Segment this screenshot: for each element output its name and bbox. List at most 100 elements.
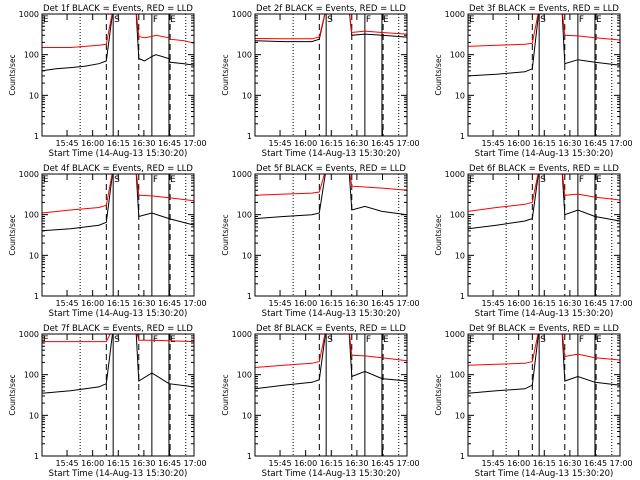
x-tick-label: 17:00 [184,299,207,308]
x-tick-label: 16:15 [107,299,130,308]
x-axis-label: Start Time (14-Aug-13 15:30:20) [262,309,401,319]
chart-title: Det 3f BLACK = Events, RED = LLD [469,4,619,14]
chart-title: Det 4f BLACK = Events, RED = LLD [43,164,193,174]
series-line [42,14,194,72]
x-tick-label: 16:00 [507,139,530,148]
x-tick-label: 16:00 [81,299,104,308]
chart-panel: E S F E 1 10 100 1000 15:45 16:00 16:15 16:30 16:45 1… [426,160,639,320]
event-marker-label: E [469,335,475,345]
x-tick-label: 16:00 [294,299,317,308]
x-tick-label: 17:00 [610,139,633,148]
series-line [468,174,620,230]
event-marker-label: F [579,175,584,185]
y-axis-label: Counts/sec [434,374,443,415]
series-line [468,334,620,366]
y-tick-label: 1 [460,132,465,141]
x-tick-label: 17:00 [397,459,420,468]
event-marker-label: E [596,335,602,345]
event-marker-label: S [327,15,333,25]
y-tick-label: 1000 [445,170,465,179]
x-tick-label: 17:00 [397,299,420,308]
series-line [468,14,620,47]
plot-frame [41,13,195,137]
x-tick-label: 16:45 [371,139,394,148]
chart-title: Det 2f BLACK = Events, RED = LLD [256,4,406,14]
y-tick-label: 1000 [19,170,39,179]
x-axis-label: Start Time (14-Aug-13 15:30:20) [475,309,614,319]
y-tick-label: 1000 [232,330,252,339]
x-tick-label: 17:00 [184,139,207,148]
x-tick-label: 17:00 [610,299,633,308]
chart-panel: E S F E 1 10 100 1000 15:45 16:00 16:15 16:30 16:45 1… [426,320,639,480]
y-tick-label: 10 [455,251,465,260]
x-tick-label: 15:45 [56,299,79,308]
plot-frame [41,173,195,297]
x-tick-label: 17:00 [397,139,420,148]
y-tick-label: 1000 [445,10,465,19]
plot-frame [254,173,408,297]
series-line [255,174,407,196]
y-tick-label: 1 [460,292,465,301]
x-tick-label: 16:45 [371,459,394,468]
x-tick-label: 16:15 [107,459,130,468]
series-line [468,334,620,394]
event-marker-label: S [540,15,546,25]
event-marker-label: S [114,15,120,25]
x-tick-label: 16:00 [294,139,317,148]
y-tick-label: 10 [242,251,252,260]
event-marker-label: E [170,15,176,25]
y-tick-label: 1 [34,292,39,301]
x-tick-label: 16:45 [584,139,607,148]
event-marker-label: F [579,335,584,345]
x-tick-label: 16:30 [558,139,581,148]
y-tick-label: 1 [34,452,39,461]
series-line [42,174,194,214]
event-marker-label: F [366,15,371,25]
event-marker-label: F [153,15,158,25]
x-tick-label: 16:15 [320,299,343,308]
x-tick-label: 17:00 [184,459,207,468]
x-tick-label: 16:15 [533,139,556,148]
chart-panel: E S F E 1 10 100 1000 15:45 16:00 16:15 16:30 16:45 1… [426,0,639,160]
y-tick-label: 100 [24,211,39,220]
event-marker-label: E [383,15,389,25]
y-tick-label: 1 [460,452,465,461]
plot-frame [41,333,195,457]
y-axis-label: Counts/sec [8,54,17,95]
x-tick-label: 15:45 [482,299,505,308]
x-tick-label: 16:00 [507,299,530,308]
event-marker-label: S [540,335,546,345]
chart-title: Det 7f BLACK = Events, RED = LLD [43,324,193,334]
event-marker-label: S [327,335,333,345]
x-tick-label: 16:30 [558,299,581,308]
x-axis-label: Start Time (14-Aug-13 15:30:20) [475,469,614,479]
x-tick-label: 16:45 [158,299,181,308]
y-tick-label: 1000 [19,10,39,19]
x-axis-label: Start Time (14-Aug-13 15:30:20) [475,149,614,159]
chart-title: Det 5f BLACK = Events, RED = LLD [256,164,406,174]
x-tick-label: 16:00 [507,459,530,468]
series-line [255,334,407,390]
chart-panel: E S F E 1 10 100 1000 15:45 16:00 16:15 16:30 16:45 1… [0,160,213,320]
chart-panel: S F E 1 10 100 1000 15:45 16:00 16:15 16:30 16:45 17… [213,320,426,480]
y-tick-label: 1 [247,292,252,301]
x-tick-label: 16:00 [81,459,104,468]
x-axis-label: Start Time (14-Aug-13 15:30:20) [49,469,188,479]
x-tick-label: 16:15 [107,139,130,148]
x-axis-label: Start Time (14-Aug-13 15:30:20) [49,309,188,319]
x-tick-label: 16:45 [158,459,181,468]
event-marker-label: F [153,175,158,185]
event-marker-label: F [579,15,584,25]
y-tick-label: 1 [247,452,252,461]
series-line [42,334,194,343]
chart-title: Det 9f BLACK = Events, RED = LLD [469,324,619,334]
y-tick-label: 1000 [445,330,465,339]
event-marker-label: E [43,15,49,25]
x-axis-label: Start Time (14-Aug-13 15:30:20) [262,469,401,479]
y-tick-label: 10 [455,411,465,420]
y-tick-label: 100 [24,371,39,380]
